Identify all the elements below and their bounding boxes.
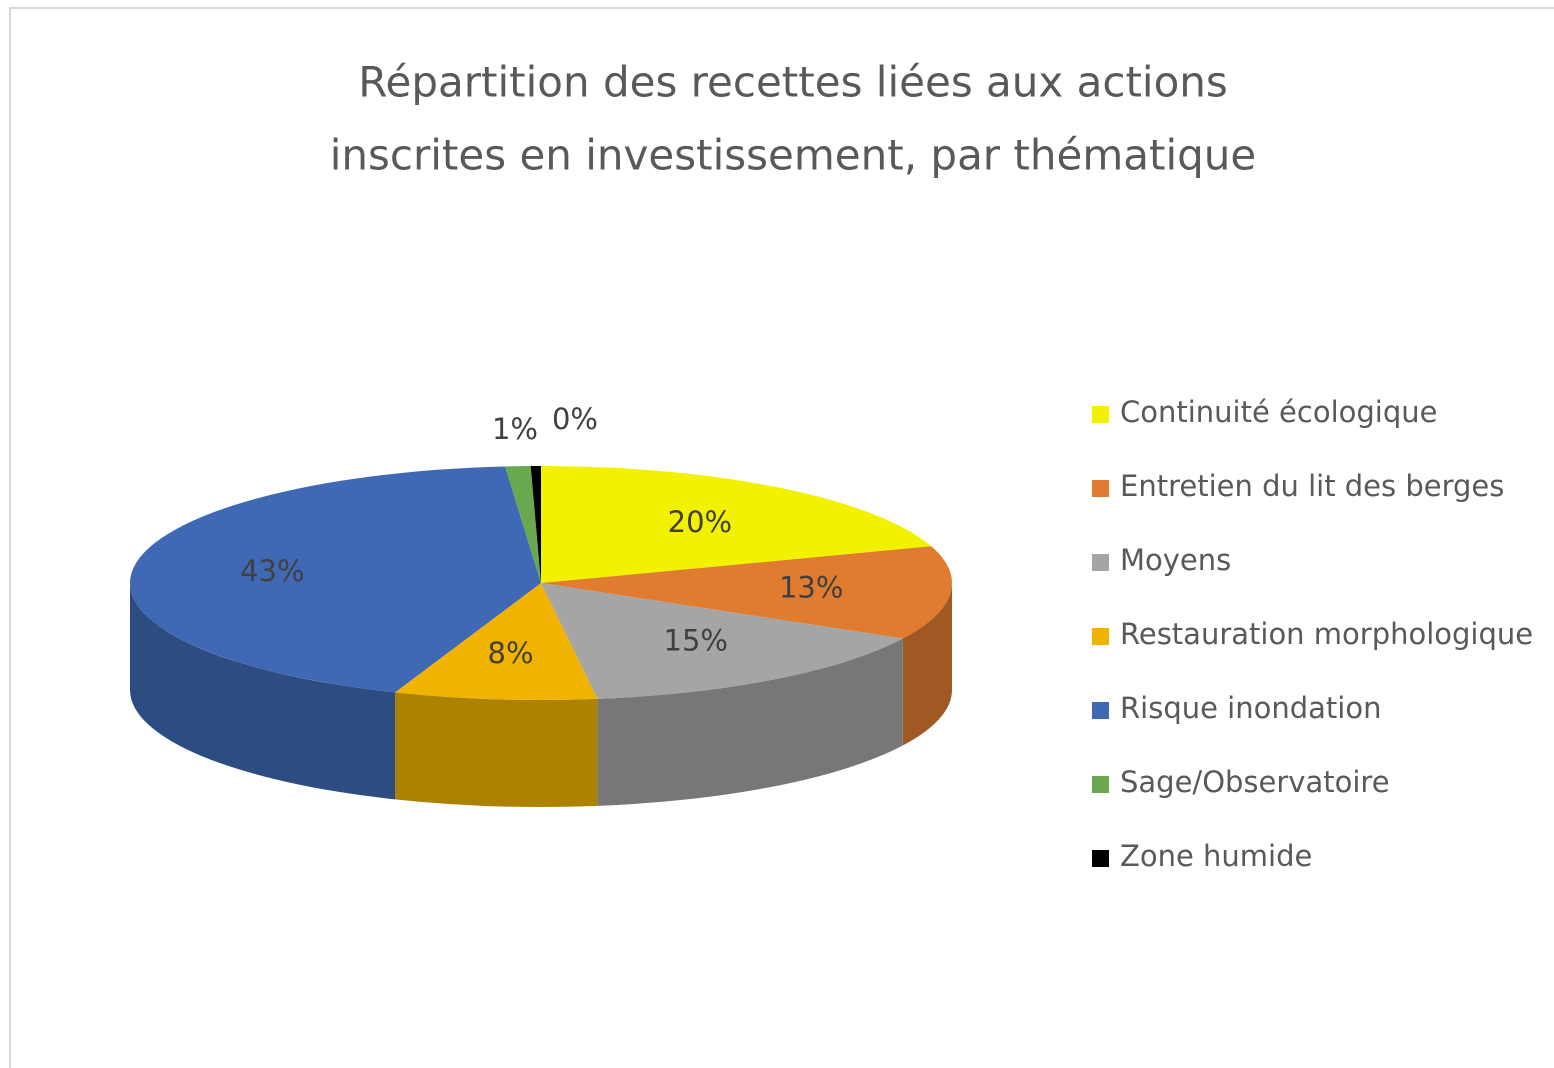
- slice: [130, 466, 541, 693]
- legend-swatch: [1092, 776, 1109, 793]
- slice: [530, 466, 541, 583]
- legend-label: Moyens: [1120, 543, 1231, 577]
- legend-swatch: [1092, 406, 1109, 423]
- data-label: 1%: [492, 412, 538, 446]
- chart-title: inscrites en investissement, par thémati…: [330, 131, 1257, 180]
- chart-title: Répartition des recettes liées aux actio…: [358, 58, 1228, 107]
- slice-side: [597, 638, 903, 806]
- legend-label: Entretien du lit des berges: [1120, 469, 1504, 503]
- slice-side: [130, 583, 396, 800]
- slice: [541, 583, 903, 699]
- slice: [505, 466, 541, 583]
- data-label: 8%: [488, 636, 534, 670]
- legend-swatch: [1092, 554, 1109, 571]
- data-label: 15%: [664, 624, 728, 658]
- data-label: 20%: [668, 505, 732, 539]
- data-label: 13%: [779, 570, 843, 604]
- legend-label: Risque inondation: [1120, 691, 1381, 725]
- slice: [541, 546, 952, 639]
- legend-swatch: [1092, 850, 1109, 867]
- slice: [395, 583, 598, 700]
- legend-label: Continuité écologique: [1120, 395, 1437, 429]
- legend-swatch: [1092, 702, 1109, 719]
- legend-label: Zone humide: [1120, 839, 1312, 873]
- legend-swatch: [1092, 628, 1109, 645]
- slice-side: [902, 583, 952, 746]
- data-label: 43%: [240, 554, 304, 588]
- legend-swatch: [1092, 480, 1109, 497]
- data-label: 0%: [552, 402, 598, 436]
- legend-label: Restauration morphologique: [1120, 617, 1533, 651]
- slice: [541, 466, 932, 583]
- slice-side: [395, 692, 598, 807]
- legend-label: Sage/Observatoire: [1120, 765, 1390, 799]
